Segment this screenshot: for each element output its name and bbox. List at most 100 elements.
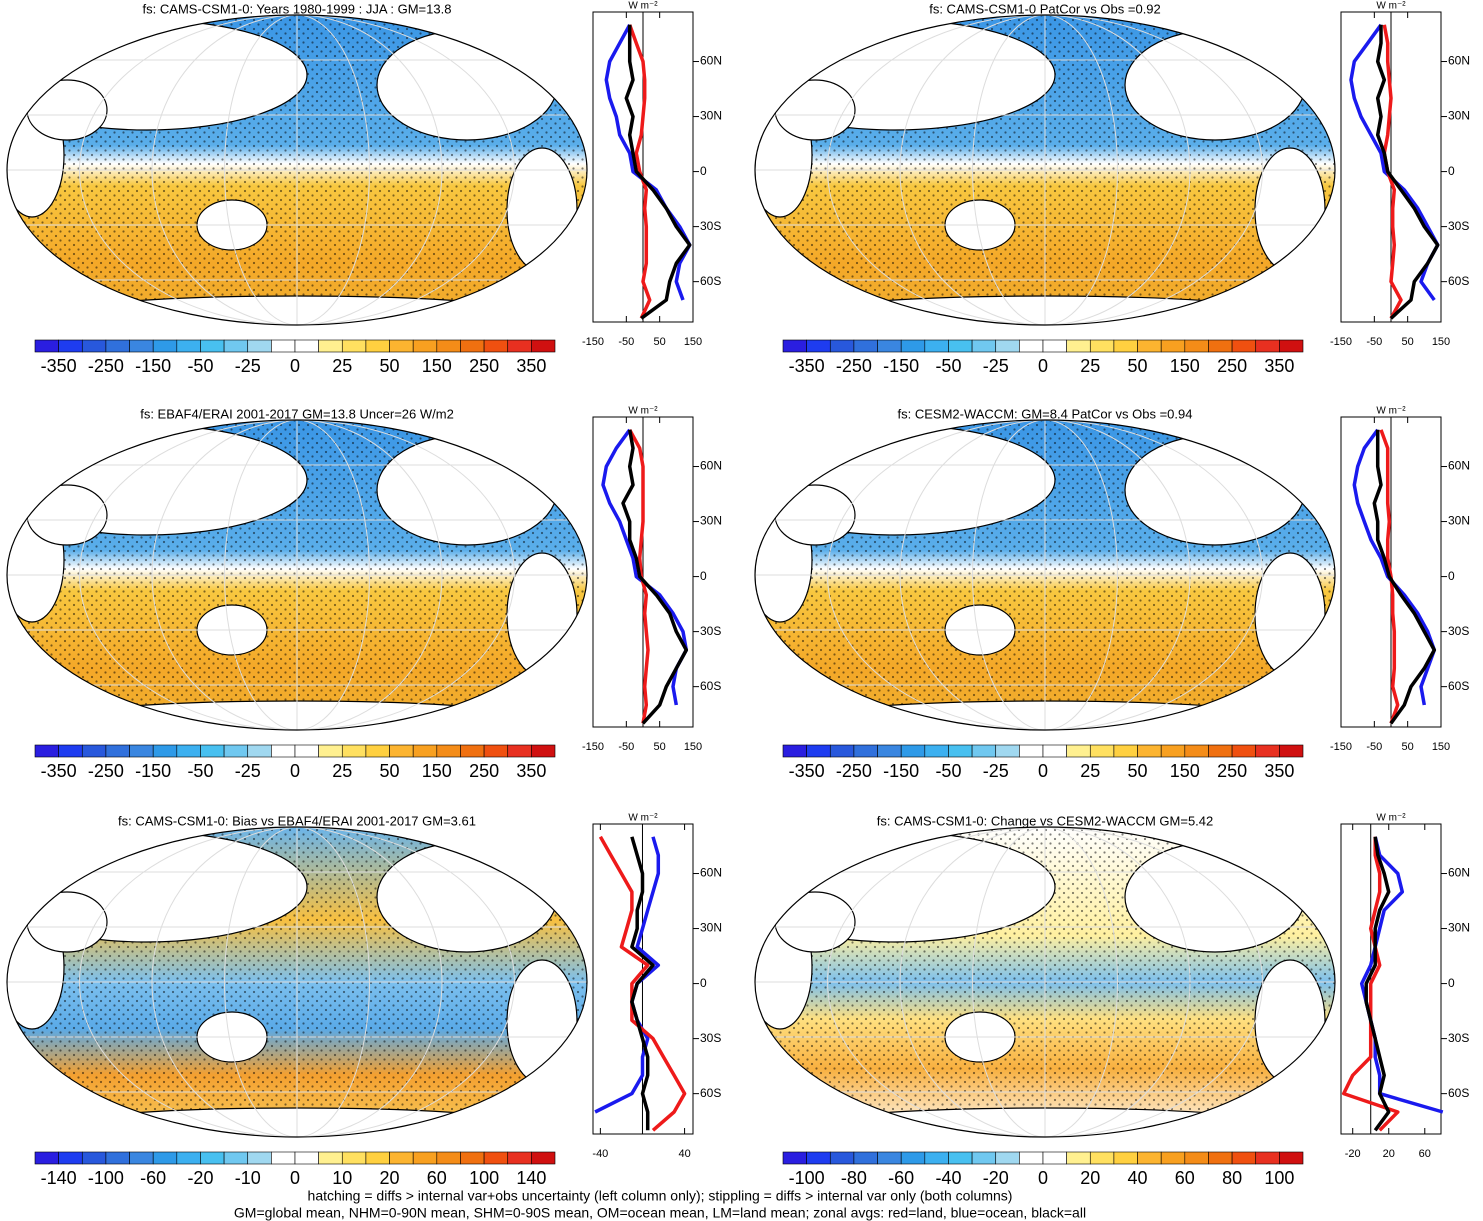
- colorbar-box: [247, 1151, 272, 1165]
- colorbar-box: [877, 339, 902, 353]
- meridian: [151, 15, 443, 325]
- x-tick-label: -50: [618, 741, 634, 753]
- colorbar-box: [1279, 1151, 1304, 1165]
- colorbar-box: [1089, 339, 1115, 353]
- colorbar-box: [105, 1151, 130, 1165]
- colorbar-label: 250: [469, 356, 499, 376]
- colorbar-label: -150: [135, 761, 171, 781]
- colorbar-label: 25: [1080, 356, 1100, 376]
- colorbar-box: [1019, 339, 1044, 353]
- colorbar-box: [1066, 339, 1091, 353]
- land: [774, 79, 856, 141]
- map-outline: [6, 419, 588, 731]
- x-tick-label: 60: [1419, 1148, 1431, 1160]
- colorbar-label: 40: [1128, 1168, 1148, 1188]
- colorbar-box: [782, 339, 807, 353]
- note: hatching = diffs > internal var+obs unce…: [308, 1188, 1013, 1204]
- x-tick-label: 150: [684, 741, 702, 753]
- land: [1124, 434, 1306, 546]
- x-tick-label: 150: [684, 336, 702, 348]
- colorbar-box: [365, 744, 390, 758]
- y-tick-label: 0: [1448, 976, 1455, 990]
- x-tick-label: 50: [654, 741, 666, 753]
- colorbar-label: -250: [836, 761, 872, 781]
- meridian: [827, 420, 1263, 730]
- colorbar-box: [900, 744, 926, 758]
- y-tick-label: 0: [1448, 164, 1455, 178]
- zonal-line: [624, 24, 692, 320]
- y-tick-label: 30S: [700, 1031, 721, 1045]
- colorbar-box: [507, 339, 532, 353]
- y-tick-label: 60S: [1448, 679, 1469, 693]
- map-outline: [754, 14, 1336, 326]
- x-tick-label: -150: [1330, 741, 1352, 753]
- zonal-line: [598, 835, 687, 1132]
- land: [1124, 29, 1306, 141]
- x-tick-label: 50: [654, 336, 666, 348]
- colorbar-label: 100: [1264, 1168, 1294, 1188]
- x-tick-label: -50: [618, 336, 634, 348]
- x-tick-label: 40: [678, 1148, 690, 1160]
- meridian: [151, 420, 443, 730]
- colorbar-box: [294, 744, 319, 758]
- meridian: [899, 420, 1191, 730]
- colorbar-box: [129, 744, 154, 758]
- land: [376, 29, 558, 141]
- land: [774, 484, 856, 546]
- meridian: [151, 827, 443, 1137]
- colorbar-box: [1279, 339, 1304, 353]
- colorbar-box: [294, 1151, 319, 1165]
- colorbar-box: [34, 1151, 59, 1165]
- colorbar-label: -25: [983, 761, 1009, 781]
- colorbar-box: [1184, 339, 1209, 353]
- colorbar-label: -140: [41, 1168, 77, 1188]
- colorbar-box: [782, 1151, 807, 1165]
- colorbar-box: [1184, 1151, 1209, 1165]
- colorbar-label: 150: [422, 356, 452, 376]
- panel-title: fs: CAMS-CSM1-0: Years 1980-1999 : JJA :…: [143, 1, 452, 16]
- zonal-line: [630, 836, 655, 1131]
- colorbar-box: [34, 744, 59, 758]
- y-tick-label: 30N: [700, 514, 722, 528]
- colorbar-box: [176, 1151, 201, 1165]
- colorbar-label: -150: [883, 356, 919, 376]
- colorbar-box: [924, 339, 949, 353]
- map: [755, 420, 1335, 730]
- x-tick-label: -150: [1330, 336, 1352, 348]
- map-outline: [754, 419, 1336, 731]
- colorbar-box: [389, 1151, 414, 1165]
- colorbar-box: [152, 744, 178, 758]
- panel-title: fs: CESM2-WACCM: GM=8.4 PatCor vs Obs =0…: [898, 406, 1193, 421]
- colorbar-box: [1066, 744, 1091, 758]
- colorbar-label: 150: [1170, 761, 1200, 781]
- colorbar-box: [948, 744, 973, 758]
- colorbar-label: 25: [332, 356, 352, 376]
- land: [26, 891, 108, 953]
- colorbar-box: [81, 1151, 107, 1165]
- colorbar-label: -50: [187, 761, 213, 781]
- colorbar-box: [152, 1151, 178, 1165]
- colorbar-box: [460, 339, 485, 353]
- colorbar-box: [389, 339, 414, 353]
- land: [1124, 841, 1306, 953]
- colorbar-label: -25: [235, 761, 261, 781]
- y-tick-label: 60S: [700, 274, 721, 288]
- colorbar-box: [1019, 744, 1044, 758]
- y-tick-label: 60N: [1448, 459, 1470, 473]
- colorbar-label: -50: [935, 761, 961, 781]
- y-tick-label: 0: [1448, 569, 1455, 583]
- colorbar-label: 50: [1128, 356, 1148, 376]
- colorbar-label: 350: [1264, 761, 1294, 781]
- colorbar-label: -250: [836, 356, 872, 376]
- colorbar-box: [247, 339, 272, 353]
- colorbar-box: [1184, 744, 1209, 758]
- colorbar-label: 0: [290, 1168, 300, 1188]
- colorbar-label: -150: [135, 356, 171, 376]
- land: [26, 79, 108, 141]
- colorbar-box: [318, 1151, 343, 1165]
- colorbar-box: [1089, 744, 1115, 758]
- y-tick-label: 30S: [1448, 624, 1469, 638]
- map: [7, 420, 587, 730]
- y-tick-label: 60S: [1448, 1086, 1469, 1100]
- colorbar-box: [853, 744, 878, 758]
